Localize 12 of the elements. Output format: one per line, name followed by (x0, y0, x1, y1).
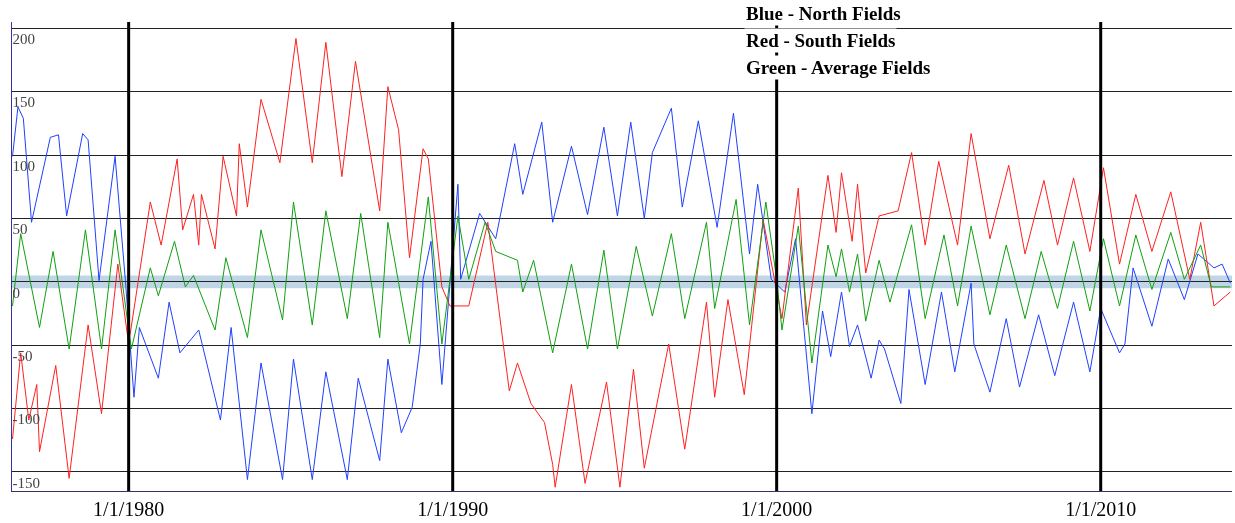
y-tick-label: 200 (12, 31, 35, 48)
x-tick-label: 1/1/1990 (417, 498, 489, 520)
x-tick-label: 1/1/2010 (1065, 498, 1137, 520)
y-tick-label: 50 (12, 221, 28, 238)
y-tick-label: -50 (12, 347, 33, 364)
y-tick-label: 150 (12, 94, 35, 111)
x-tick-label: 1/1/2000 (741, 498, 813, 520)
annotation: Green - Average Fields (746, 57, 931, 78)
x-tick-label: 1/1/1980 (93, 498, 165, 520)
y-tick-label: -150 (12, 474, 40, 491)
annotation: Red - South Fields (746, 30, 896, 51)
annotation: Blue - North Fields (746, 3, 901, 24)
